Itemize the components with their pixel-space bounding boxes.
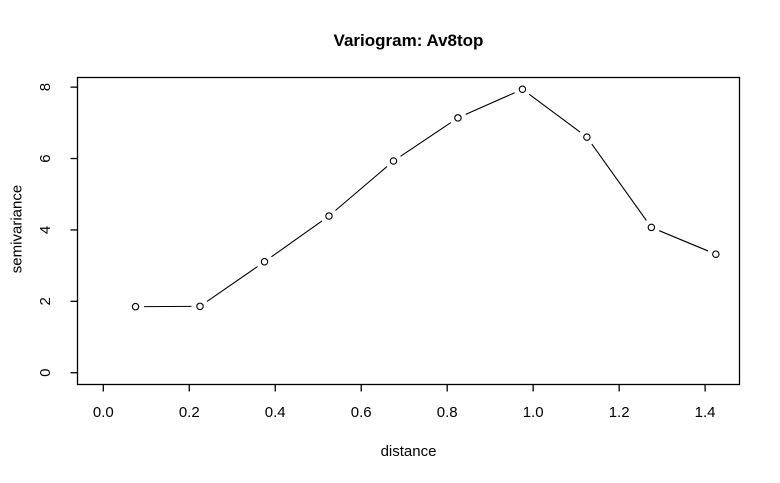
- data-point-marker: [518, 85, 527, 94]
- data-point-marker: [325, 212, 333, 220]
- y-tick-label: 2: [37, 297, 54, 305]
- series-line-segment: [465, 92, 515, 115]
- data-point-marker: [389, 157, 398, 165]
- x-tick-label: 1.4: [695, 404, 716, 421]
- series-line-segment: [335, 166, 388, 211]
- data-point-marker: [260, 257, 269, 266]
- x-tick-label: 0.0: [93, 404, 114, 421]
- data-point-marker: [196, 302, 204, 311]
- x-tick-label: 1.0: [523, 404, 544, 421]
- data-point-marker: [131, 302, 140, 311]
- y-tick-label: 0: [37, 369, 54, 377]
- x-tick-label: 0.8: [437, 404, 458, 421]
- data-point-marker: [454, 114, 462, 122]
- series-line-segment: [591, 143, 647, 221]
- x-tick-label: 0.6: [351, 404, 372, 421]
- y-tick-label: 8: [37, 83, 54, 91]
- plot-box: [76, 76, 741, 386]
- data-point-marker: [647, 223, 656, 232]
- series-line-segment: [271, 220, 323, 258]
- y-tick-label: 4: [37, 226, 54, 234]
- series-line-segment: [206, 266, 258, 302]
- x-tick-label: 0.4: [265, 404, 286, 421]
- series-line-segment: [659, 230, 709, 252]
- x-axis-label: distance: [380, 443, 437, 460]
- y-tick-label: 6: [37, 154, 54, 162]
- x-tick-label: 1.2: [609, 404, 630, 421]
- series-line-segment: [528, 93, 581, 133]
- data-point-marker: [712, 250, 720, 258]
- chart-title: Variogram: Av8top: [333, 31, 484, 50]
- series-line-segment: [400, 122, 452, 157]
- data-point-marker: [583, 133, 591, 141]
- y-axis-label: semivariance: [8, 184, 26, 274]
- x-tick-label: 0.2: [179, 404, 200, 421]
